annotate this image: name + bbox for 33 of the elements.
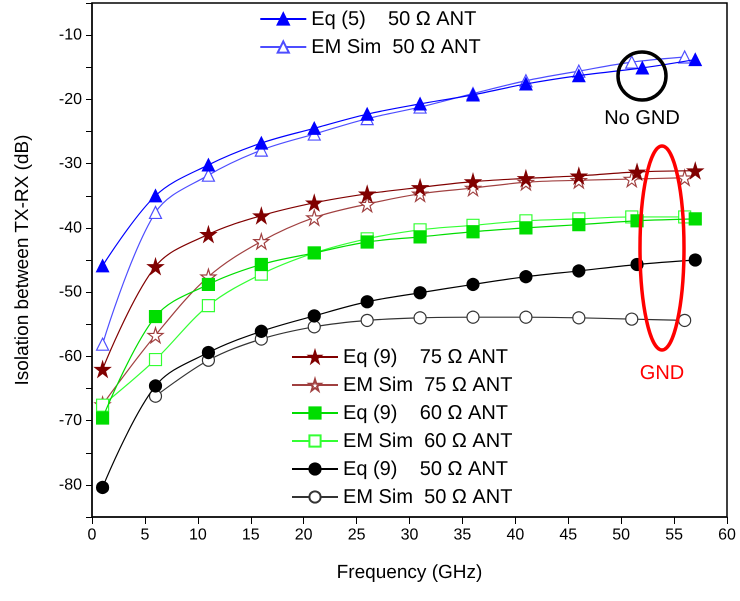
- y-tick-label: -20: [58, 90, 82, 108]
- legend-label: Eq (9) 50 Ω ANT: [343, 458, 508, 480]
- x-tick-label: 20: [294, 526, 313, 544]
- y-tick-label: -80: [58, 476, 82, 494]
- annotation: No GND: [604, 107, 680, 129]
- legend-label: Eq (9) 75 Ω ANT: [343, 346, 508, 368]
- x-tick-label: 60: [718, 526, 736, 544]
- annotation: GND: [640, 362, 684, 384]
- legend-label: EM Sim 50 Ω ANT: [343, 486, 512, 508]
- legend-label: Eq (9) 60 Ω ANT: [343, 402, 508, 424]
- x-tick-label: 55: [665, 526, 684, 544]
- y-tick-label: -30: [58, 155, 82, 172]
- legend-label: EM Sim 50 Ω ANT: [311, 36, 481, 58]
- legend-label: EM Sim 60 Ω ANT: [343, 430, 512, 452]
- x-tick-label: 10: [188, 526, 207, 544]
- legend-label: Eq (5) 50 Ω ANT: [311, 8, 476, 30]
- x-tick-label: 35: [454, 526, 472, 544]
- x-tick-label: 30: [400, 526, 418, 544]
- y-tick-label: -10: [58, 26, 82, 44]
- x-tick-label: 25: [348, 526, 366, 544]
- x-tick-label: 5: [140, 526, 150, 544]
- x-tick-label: 45: [559, 526, 578, 544]
- x-tick-label: 50: [612, 526, 630, 544]
- y-tick-label: -40: [58, 219, 82, 236]
- x-tick-label: 0: [88, 526, 97, 544]
- x-axis-title: Frequency (GHz): [336, 562, 482, 583]
- x-tick-label: 15: [242, 526, 260, 544]
- y-tick-label: -50: [58, 284, 82, 301]
- legend-label: EM Sim 75 Ω ANT: [343, 374, 512, 396]
- x-tick-label: 40: [506, 526, 524, 544]
- y-axis-title: Isolation between TX-RX (dB): [12, 134, 33, 386]
- y-tick-label: -60: [58, 348, 82, 365]
- y-tick-label: -70: [58, 412, 82, 430]
